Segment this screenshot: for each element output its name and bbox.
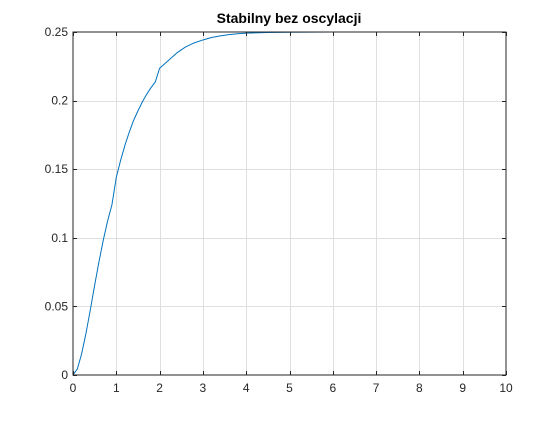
- x-tick-label: 7: [373, 381, 380, 395]
- y-tick-label: 0.15: [45, 162, 69, 176]
- chart-title: Stabilny bez oscylacji: [217, 10, 362, 26]
- x-axis-tick-labels: 0 1 2 3 4 5 6 7 8 9 10: [70, 381, 513, 395]
- grid-lines: [73, 32, 506, 375]
- axis-ticks: [73, 32, 507, 376]
- x-tick-label: 9: [459, 381, 466, 395]
- x-tick-label: 3: [200, 381, 207, 395]
- y-tick-label: 0.2: [51, 94, 68, 108]
- y-tick-label: 0.05: [45, 299, 69, 313]
- x-tick-label: 2: [156, 381, 163, 395]
- x-tick-label: 8: [416, 381, 423, 395]
- y-axis-tick-labels: 0 0.05 0.1 0.15 0.2 0.25: [45, 25, 69, 382]
- plot-area: [73, 32, 506, 375]
- x-tick-label: 5: [286, 381, 293, 395]
- x-tick-label: 10: [499, 381, 513, 395]
- x-tick-label: 1: [113, 381, 120, 395]
- y-tick-label: 0.1: [51, 231, 68, 245]
- plot-border: [72, 31, 507, 376]
- x-tick-label: 6: [329, 381, 336, 395]
- x-tick-label: 4: [243, 381, 250, 395]
- x-tick-label: 0: [70, 381, 77, 395]
- y-tick-label: 0: [61, 368, 68, 382]
- y-tick-label: 0.25: [45, 25, 69, 39]
